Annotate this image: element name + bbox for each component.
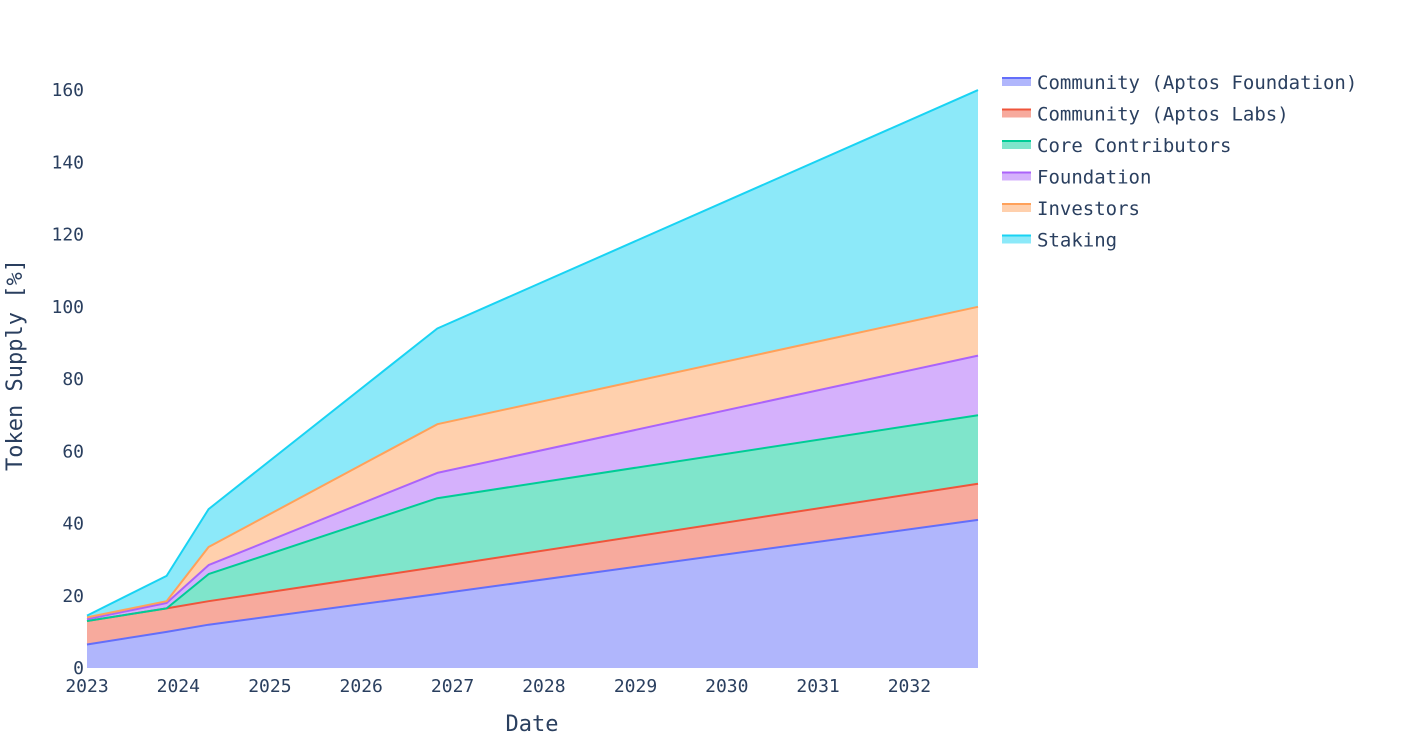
y-tick-label: 20 bbox=[62, 586, 84, 607]
legend-swatch bbox=[1002, 109, 1031, 118]
area-core-contributors bbox=[87, 415, 978, 621]
legend-label: Foundation bbox=[1037, 167, 1151, 189]
line-core-contributors bbox=[86, 414, 979, 622]
x-tick-label: 2031 bbox=[796, 676, 839, 697]
legend-label: Core Contributors bbox=[1037, 135, 1231, 157]
x-tick-label: 2026 bbox=[340, 676, 383, 697]
y-tick-label: 120 bbox=[51, 225, 84, 246]
x-tick-label: 2029 bbox=[614, 676, 657, 697]
legend-label: Investors bbox=[1037, 198, 1140, 220]
legend-label: Community (Aptos Labs) bbox=[1037, 104, 1289, 126]
x-tick-label: 2024 bbox=[157, 676, 200, 697]
area-foundation bbox=[87, 355, 978, 621]
x-tick-label: 2028 bbox=[522, 676, 565, 697]
legend-swatch bbox=[1002, 172, 1031, 181]
legend-swatch bbox=[1002, 78, 1031, 86]
legend-item-investors[interactable]: Investors bbox=[1002, 198, 1140, 220]
x-tick-label: 2023 bbox=[65, 676, 108, 697]
area-community-aptos-foundation bbox=[87, 519, 978, 668]
area-investors bbox=[87, 306, 978, 620]
legend-item-community-aptos-labs[interactable]: Community (Aptos Labs) bbox=[1002, 104, 1289, 126]
x-axis-ticks: 2023 2024 2025 2026 2027 2028 2029 2030 2031 2032 bbox=[65, 676, 931, 697]
line-staking bbox=[86, 89, 979, 617]
legend-item-staking[interactable]: Staking bbox=[1002, 230, 1117, 252]
line-investors bbox=[86, 305, 979, 619]
x-tick-label: 2025 bbox=[248, 676, 291, 697]
y-tick-label: 160 bbox=[51, 80, 84, 101]
y-tick-label: 80 bbox=[62, 369, 84, 390]
line-foundation bbox=[86, 354, 979, 621]
y-tick-label: 40 bbox=[62, 514, 84, 535]
legend-swatch bbox=[1002, 235, 1031, 244]
legend-item-community-aptos-foundation[interactable]: Community (Aptos Foundation) bbox=[1002, 72, 1357, 94]
areas-layer bbox=[87, 90, 978, 668]
x-tick-label: 2030 bbox=[705, 676, 748, 697]
y-axis-ticks: 0 20 40 60 80 100 120 140 160 bbox=[51, 80, 84, 679]
y-tick-label: 140 bbox=[51, 152, 84, 173]
area-community-aptos-labs bbox=[87, 483, 978, 645]
y-tick-label: 0 bbox=[73, 658, 84, 679]
x-axis-title: Date bbox=[506, 712, 559, 737]
legend-label: Staking bbox=[1037, 230, 1117, 252]
y-tick-label: 60 bbox=[62, 441, 84, 462]
y-axis-title: Token Supply [%] bbox=[3, 259, 28, 471]
legend: Community (Aptos Foundation) Community (A… bbox=[1002, 72, 1357, 252]
legend-item-core-contributors[interactable]: Core Contributors bbox=[1002, 135, 1231, 157]
legend-swatch bbox=[1002, 204, 1031, 212]
legend-item-foundation[interactable]: Foundation bbox=[1002, 167, 1151, 189]
lines-layer bbox=[86, 89, 979, 646]
x-tick-label: 2027 bbox=[431, 676, 474, 697]
area-staking bbox=[87, 90, 978, 618]
legend-label: Community (Aptos Foundation) bbox=[1037, 72, 1357, 94]
line-community-aptos-foundation bbox=[86, 518, 979, 646]
x-tick-label: 2032 bbox=[888, 676, 931, 697]
y-tick-label: 100 bbox=[51, 297, 84, 318]
legend-swatch bbox=[1002, 141, 1031, 149]
